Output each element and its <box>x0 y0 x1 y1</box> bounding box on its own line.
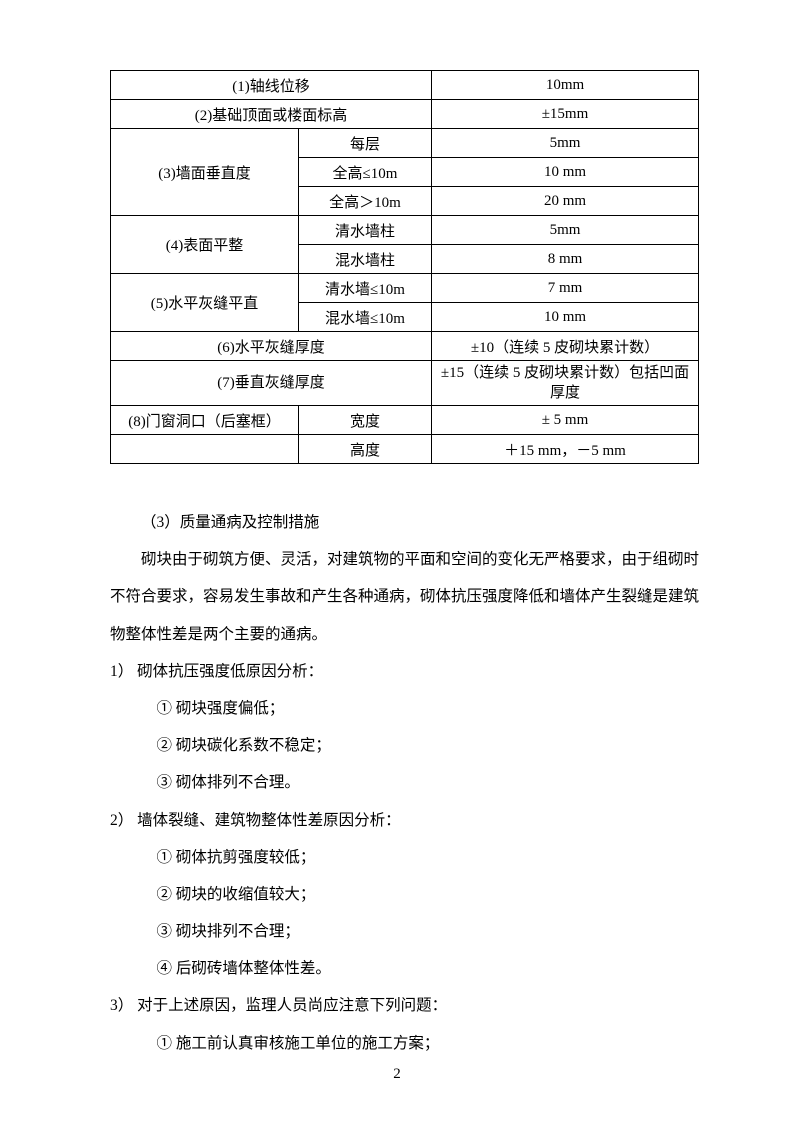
cell: (8)门窗洞口（后塞框） <box>111 406 299 435</box>
paragraph: 砌块由于砌筑方便、灵活，对建筑物的平面和空间的变化无严格要求，由于组砌时不符合要… <box>110 541 699 653</box>
cell: 10mm <box>432 71 699 100</box>
cell: 7 mm <box>432 274 699 303</box>
list-subitem: ① 施工前认真审核施工单位的施工方案； <box>110 1025 699 1062</box>
list-item: 2） 墙体裂缝、建筑物整体性差原因分析： <box>110 802 699 839</box>
cell: (4)表面平整 <box>111 216 299 274</box>
cell <box>111 435 299 464</box>
tolerance-table: (1)轴线位移10mm (2)基础顶面或楼面标高±15mm (3)墙面垂直度每层… <box>110 70 699 464</box>
cell: (2)基础顶面或楼面标高 <box>111 100 432 129</box>
cell: 10 mm <box>432 303 699 332</box>
list-subitem: ① 砌块强度偏低； <box>110 690 699 727</box>
body-text: （3）质量通病及控制措施 砌块由于砌筑方便、灵活，对建筑物的平面和空间的变化无严… <box>110 504 699 1062</box>
cell: (6)水平灰缝厚度 <box>111 332 432 361</box>
cell: ＋15 mm，－5 mm <box>432 435 699 464</box>
list-subitem: ③ 砌体排列不合理。 <box>110 764 699 801</box>
cell: 宽度 <box>299 406 432 435</box>
list-subitem: ③ 砌块排列不合理； <box>110 913 699 950</box>
list-subitem: ② 砌块的收缩值较大； <box>110 876 699 913</box>
list-subitem: ④ 后砌砖墙体整体性差。 <box>110 950 699 987</box>
cell: 混水墙柱 <box>299 245 432 274</box>
cell: 10 mm <box>432 158 699 187</box>
cell: (5)水平灰缝平直 <box>111 274 299 332</box>
list-subitem: ① 砌体抗剪强度较低； <box>110 839 699 876</box>
cell: ±10（连续 5 皮砌块累计数） <box>432 332 699 361</box>
list-item: 3） 对于上述原因，监理人员尚应注意下列问题： <box>110 987 699 1024</box>
page-number: 2 <box>0 1066 794 1083</box>
section-heading: （3）质量通病及控制措施 <box>110 504 699 541</box>
cell: 清水墙≤10m <box>299 274 432 303</box>
cell: 5mm <box>432 129 699 158</box>
cell: 8 mm <box>432 245 699 274</box>
cell: (1)轴线位移 <box>111 71 432 100</box>
cell: ± 5 mm <box>432 406 699 435</box>
list-item: 1） 砌体抗压强度低原因分析： <box>110 653 699 690</box>
cell: 5mm <box>432 216 699 245</box>
cell: 清水墙柱 <box>299 216 432 245</box>
cell: 每层 <box>299 129 432 158</box>
cell: (3)墙面垂直度 <box>111 129 299 216</box>
cell: ±15mm <box>432 100 699 129</box>
cell: 全高≤10m <box>299 158 432 187</box>
cell: 全高＞10m <box>299 187 432 216</box>
cell: 高度 <box>299 435 432 464</box>
cell: 混水墙≤10m <box>299 303 432 332</box>
cell: ±15（连续 5 皮砌块累计数）包括凹面厚度 <box>432 361 699 406</box>
cell: (7)垂直灰缝厚度 <box>111 361 432 406</box>
list-subitem: ② 砌块碳化系数不稳定； <box>110 727 699 764</box>
cell: 20 mm <box>432 187 699 216</box>
